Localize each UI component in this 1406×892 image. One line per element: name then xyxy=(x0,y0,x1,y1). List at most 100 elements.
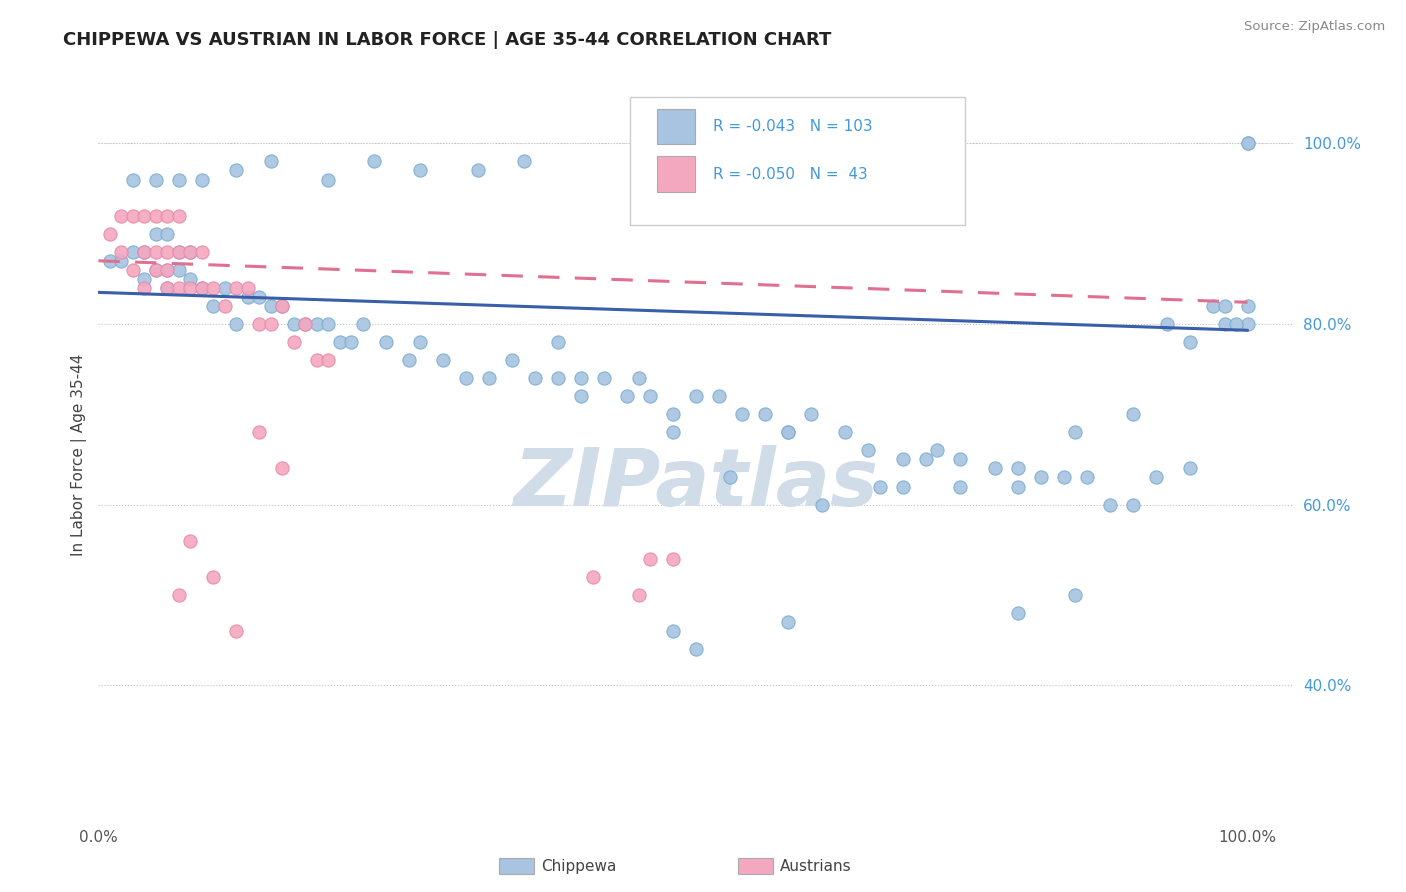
Point xyxy=(1064,425,1087,440)
Point xyxy=(179,533,201,548)
Point xyxy=(191,281,214,295)
Point xyxy=(145,262,167,277)
Point xyxy=(352,317,374,331)
Point xyxy=(1007,479,1029,493)
Point xyxy=(1236,136,1258,151)
Point xyxy=(501,353,523,368)
Point xyxy=(329,334,352,349)
Point xyxy=(569,371,592,385)
Point xyxy=(122,172,145,186)
Point xyxy=(478,371,501,385)
Text: R = -0.050   N =  43: R = -0.050 N = 43 xyxy=(713,167,868,182)
Point xyxy=(512,154,534,169)
Point xyxy=(707,389,730,403)
Point xyxy=(167,588,190,602)
Point xyxy=(167,281,190,295)
FancyBboxPatch shape xyxy=(630,96,965,225)
Point xyxy=(1178,334,1201,349)
Point xyxy=(398,353,420,368)
Point xyxy=(891,479,914,493)
Point xyxy=(156,262,179,277)
Point xyxy=(627,588,650,602)
Point xyxy=(225,624,247,638)
Point xyxy=(374,334,396,349)
Point xyxy=(1122,498,1144,512)
Point xyxy=(316,172,339,186)
Text: R = -0.043   N = 103: R = -0.043 N = 103 xyxy=(713,119,872,134)
Point xyxy=(247,290,270,304)
Point xyxy=(191,172,214,186)
Point xyxy=(754,407,776,421)
Point xyxy=(305,317,328,331)
Point xyxy=(524,371,547,385)
Point xyxy=(156,281,179,295)
Point xyxy=(225,317,247,331)
Point xyxy=(167,244,190,259)
Point xyxy=(110,209,132,223)
Point xyxy=(662,624,685,638)
Point xyxy=(145,262,167,277)
Point xyxy=(1029,470,1052,484)
Point xyxy=(800,407,823,421)
Point xyxy=(858,443,880,458)
Text: CHIPPEWA VS AUSTRIAN IN LABOR FORCE | AGE 35-44 CORRELATION CHART: CHIPPEWA VS AUSTRIAN IN LABOR FORCE | AG… xyxy=(63,31,831,49)
Point xyxy=(283,317,305,331)
Point xyxy=(467,163,489,178)
Point xyxy=(685,642,707,657)
Point xyxy=(179,244,201,259)
Point xyxy=(363,154,385,169)
Point xyxy=(134,244,156,259)
Point xyxy=(98,227,121,241)
Point xyxy=(569,389,592,403)
Point xyxy=(409,163,432,178)
Point xyxy=(662,407,685,421)
Point xyxy=(869,479,891,493)
Point xyxy=(1225,317,1247,331)
Point xyxy=(134,244,156,259)
Text: Source: ZipAtlas.com: Source: ZipAtlas.com xyxy=(1244,20,1385,33)
Point xyxy=(720,470,742,484)
Point xyxy=(110,244,132,259)
Point xyxy=(1144,470,1167,484)
Point xyxy=(214,281,236,295)
Point xyxy=(834,425,856,440)
Point xyxy=(1236,317,1258,331)
Text: Chippewa: Chippewa xyxy=(541,859,617,873)
Point xyxy=(927,443,949,458)
Point xyxy=(776,615,799,629)
Point xyxy=(260,299,283,313)
Text: ZIPatlas: ZIPatlas xyxy=(513,445,879,524)
Point xyxy=(214,299,236,313)
Point xyxy=(547,371,569,385)
Point xyxy=(110,253,132,268)
Point xyxy=(236,290,259,304)
Point xyxy=(179,244,201,259)
Point xyxy=(1156,317,1178,331)
Point xyxy=(167,209,190,223)
Point xyxy=(247,425,270,440)
Point xyxy=(305,353,328,368)
Point xyxy=(122,244,145,259)
Point xyxy=(340,334,363,349)
Point xyxy=(134,272,156,286)
Point xyxy=(409,334,432,349)
Point xyxy=(581,570,603,584)
Point xyxy=(225,281,247,295)
Point xyxy=(616,389,638,403)
Point xyxy=(167,172,190,186)
Point xyxy=(949,479,972,493)
Point xyxy=(1202,299,1225,313)
Point xyxy=(811,498,834,512)
Point xyxy=(202,570,225,584)
Point xyxy=(1007,461,1029,475)
Point xyxy=(949,452,972,467)
Point xyxy=(1098,498,1121,512)
Point xyxy=(891,452,914,467)
Point xyxy=(271,299,294,313)
Point xyxy=(134,281,156,295)
Point xyxy=(662,551,685,566)
Point xyxy=(122,209,145,223)
Point xyxy=(627,371,650,385)
Point xyxy=(432,353,454,368)
Point xyxy=(316,317,339,331)
